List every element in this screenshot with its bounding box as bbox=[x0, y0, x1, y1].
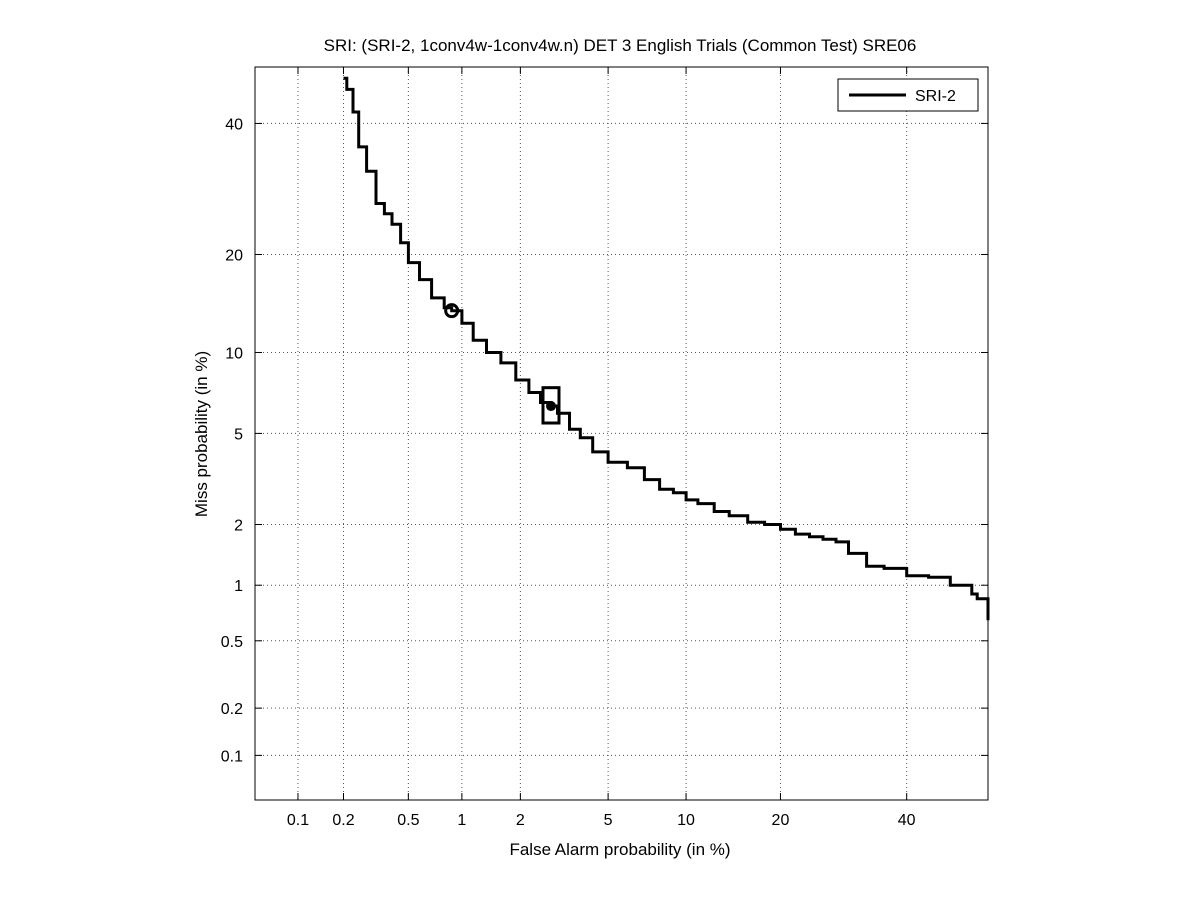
series-line bbox=[343, 76, 990, 621]
x-tick-label: 40 bbox=[898, 812, 916, 829]
x-axis-ticks: 0.1 0.2 0.5 1 2 5 10 20 40 bbox=[287, 67, 916, 829]
actual-dcf-dot-marker bbox=[545, 401, 556, 412]
x-tick-label: 0.2 bbox=[332, 812, 354, 829]
y-tick-label: 10 bbox=[225, 345, 243, 362]
actual-dcf-box-marker bbox=[541, 386, 561, 425]
y-axis-label: Miss probability (in %) bbox=[192, 351, 211, 517]
legend: SRI-2 bbox=[837, 78, 979, 112]
y-tick-label: 40 bbox=[225, 116, 243, 133]
y-tick-label: 1 bbox=[234, 578, 243, 595]
y-axis-ticks: 0.1 0.2 0.5 1 2 5 10 20 40 bbox=[221, 116, 988, 765]
x-tick-label: 0.5 bbox=[397, 812, 419, 829]
x-tick-label: 5 bbox=[604, 812, 613, 829]
x-tick-label: 20 bbox=[772, 812, 790, 829]
x-tick-label: 10 bbox=[677, 812, 695, 829]
series-layer bbox=[343, 76, 990, 621]
grid-lines bbox=[255, 67, 988, 800]
min-dcf-circle-marker bbox=[444, 303, 460, 319]
plot-frame bbox=[254, 66, 989, 801]
x-axis-label: False Alarm probability (in %) bbox=[509, 840, 730, 859]
markers-layer bbox=[444, 303, 561, 425]
y-tick-label: 5 bbox=[234, 426, 243, 443]
y-tick-label: 0.5 bbox=[221, 634, 243, 651]
x-tick-label: 1 bbox=[457, 812, 466, 829]
y-tick-label: 20 bbox=[225, 247, 243, 264]
y-tick-label: 0.1 bbox=[221, 748, 243, 765]
x-tick-label: 2 bbox=[516, 812, 525, 829]
y-tick-label: 2 bbox=[234, 517, 243, 534]
y-tick-label: 0.2 bbox=[221, 701, 243, 718]
x-tick-label: 0.1 bbox=[287, 812, 309, 829]
legend-label: SRI-2 bbox=[915, 88, 956, 105]
chart-title: SRI: (SRI-2, 1conv4w-1conv4w.n) DET 3 En… bbox=[324, 36, 917, 55]
